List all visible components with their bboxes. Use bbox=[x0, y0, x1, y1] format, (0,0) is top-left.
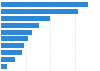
Bar bbox=[1, 36, 28, 41]
Bar bbox=[1, 9, 78, 14]
Bar bbox=[1, 30, 32, 35]
Bar bbox=[1, 2, 88, 7]
Bar bbox=[1, 23, 39, 28]
Bar bbox=[1, 64, 7, 69]
Bar bbox=[1, 43, 24, 48]
Bar bbox=[1, 50, 22, 55]
Bar bbox=[1, 57, 15, 62]
Bar bbox=[1, 16, 50, 21]
